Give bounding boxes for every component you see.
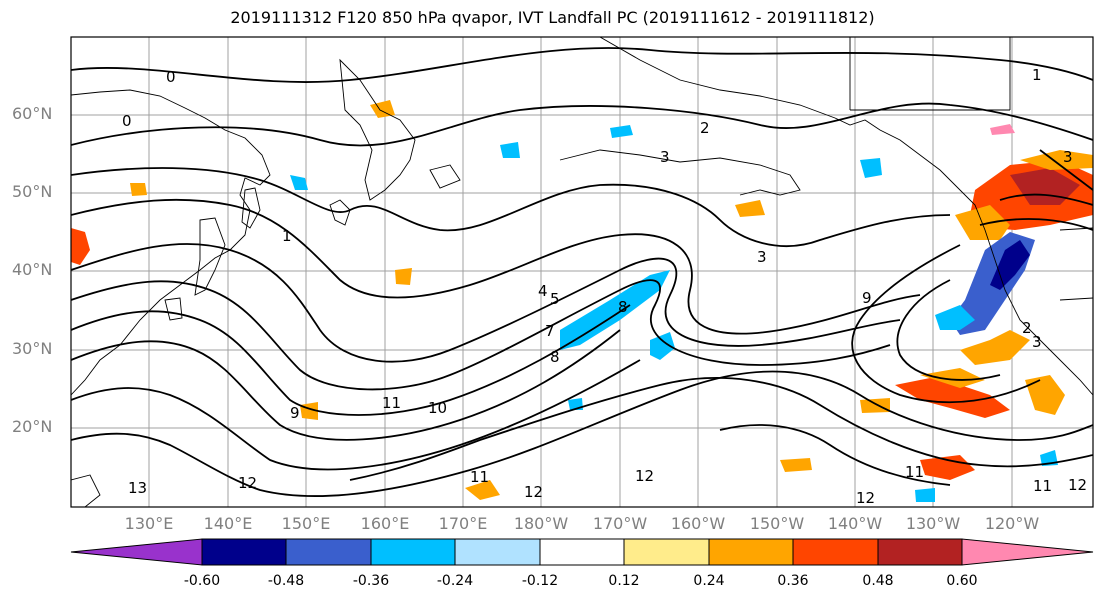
colorbar-swatch <box>201 538 287 566</box>
contour-label: 0 <box>122 112 132 130</box>
contour-label: 12 <box>524 483 543 501</box>
contour-label: 2 <box>1022 319 1032 337</box>
colorbar-tick-label: 0.48 <box>862 573 894 589</box>
colorbar-swatch <box>877 538 963 566</box>
gridlines <box>71 37 1093 507</box>
lon-label: 150°E <box>281 514 331 533</box>
lon-label: 160°W <box>670 514 726 533</box>
contour-labels: 0 0 1 2 3 3 3 4 5 7 8 8 9 9 10 11 11 11 … <box>122 66 1087 507</box>
lon-label: 170°E <box>438 514 488 533</box>
coastlines <box>71 37 1093 507</box>
colorbar-tick-label: 0.24 <box>693 573 725 589</box>
lon-label: 130°E <box>124 514 174 533</box>
lat-label: 50°N <box>12 182 53 201</box>
lon-label: 120°W <box>984 514 1040 533</box>
contour-label: 5 <box>550 290 560 308</box>
colorbar-swatch <box>454 538 541 566</box>
contour-label: 3 <box>757 248 767 266</box>
colorbar-tick-label: -0.36 <box>352 573 390 589</box>
contour-label: 11 <box>1033 477 1052 495</box>
contour-label: 1 <box>1032 66 1042 84</box>
colorbar-swatch <box>285 538 372 566</box>
lat-label: 30°N <box>12 339 53 358</box>
colorbar-tick-label: 0.60 <box>946 573 978 589</box>
contour-label: 8 <box>618 298 628 316</box>
lon-label: 150°W <box>749 514 805 533</box>
colorbar-tick-label: -0.60 <box>183 573 221 589</box>
contour-label: 7 <box>545 322 555 340</box>
colorbar-tick-label: -0.12 <box>521 573 559 589</box>
colorbar-min-extend <box>70 538 203 566</box>
contour-label: 13 <box>128 479 147 497</box>
contour-label: 12 <box>856 489 875 507</box>
contour-label: 11 <box>470 468 489 486</box>
lon-label: 140°E <box>203 514 253 533</box>
lon-label: 140°W <box>827 514 883 533</box>
contour-label: 4 <box>538 282 548 300</box>
contour-label: 0 <box>166 68 176 86</box>
colorbar <box>70 538 1094 566</box>
contour-label: 3 <box>1032 333 1042 351</box>
contour-label: 3 <box>1063 148 1073 166</box>
contour-label: 12 <box>635 467 654 485</box>
lat-label: 60°N <box>12 104 53 123</box>
lat-label: 40°N <box>12 260 53 279</box>
contour-label: 2 <box>700 119 710 137</box>
colorbar-tick-label: -0.24 <box>436 573 474 589</box>
colorbar-max-extend <box>961 538 1094 566</box>
lon-label: 160°E <box>360 514 410 533</box>
contour-label: 1 <box>282 227 292 245</box>
lon-label: 170°W <box>592 514 648 533</box>
contour-label: 8 <box>550 348 560 366</box>
contour-label: 12 <box>238 474 257 492</box>
colorbar-tick-label: 0.36 <box>777 573 809 589</box>
colorbar-swatch <box>792 538 879 566</box>
map-frame <box>70 36 1094 508</box>
colorbar-swatch <box>708 538 794 566</box>
contour-label: 12 <box>1068 476 1087 494</box>
colorbar-swatch <box>539 538 625 566</box>
contour-lines <box>71 47 1093 497</box>
contour-label: 3 <box>660 148 670 166</box>
contour-label: 11 <box>905 463 924 481</box>
colorbar-tick-label: -0.48 <box>267 573 305 589</box>
lon-label: 180°W <box>513 514 569 533</box>
contour-label: 11 <box>382 394 401 412</box>
contour-label: 9 <box>862 289 872 307</box>
lat-label: 20°N <box>12 417 53 436</box>
contour-label: 9 <box>290 404 300 422</box>
colorbar-tick-label: 0.12 <box>608 573 640 589</box>
colorbar-swatch <box>370 538 456 566</box>
contour-label: 10 <box>428 399 447 417</box>
map-title: 2019111312 F120 850 hPa qvapor, IVT Land… <box>230 8 875 27</box>
colorbar-swatch <box>623 538 710 566</box>
shaded-anomalies <box>71 100 1093 502</box>
lon-label: 130°W <box>905 514 961 533</box>
